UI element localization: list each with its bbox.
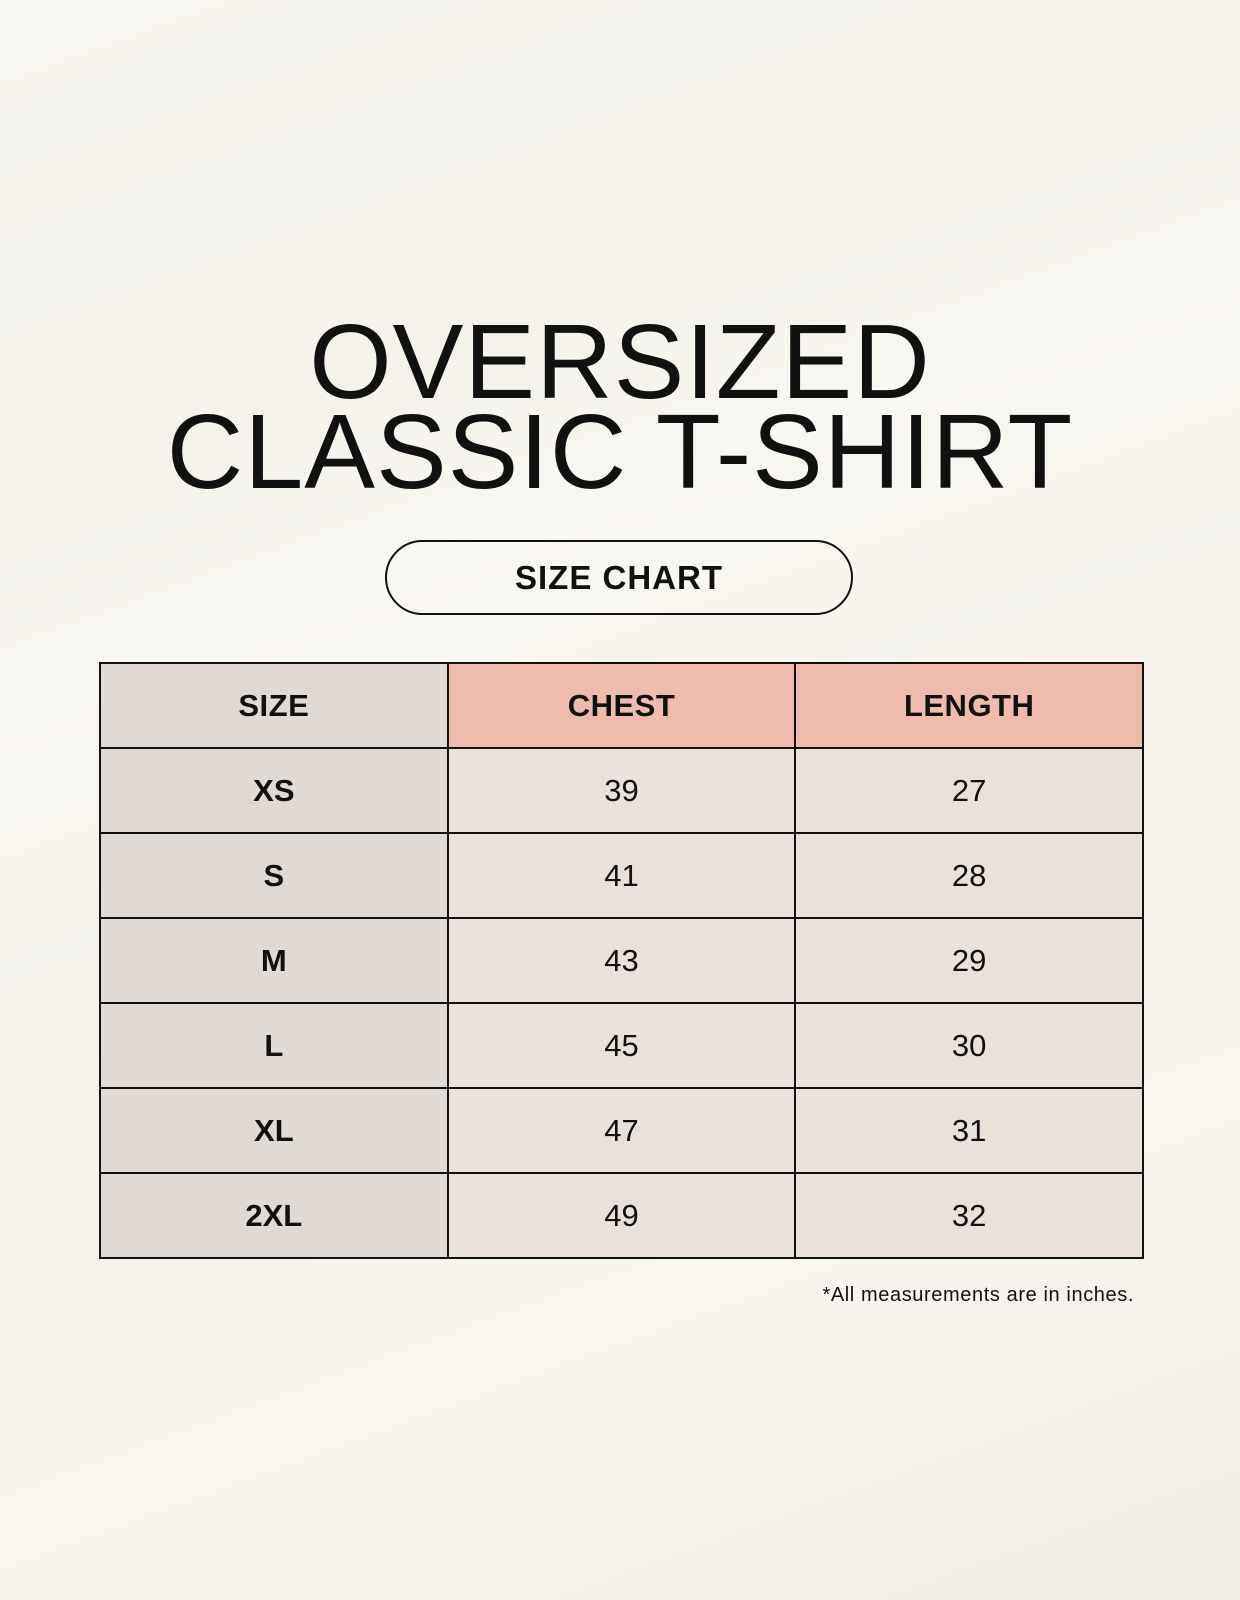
- size-chart-badge: SIZE CHART: [385, 540, 853, 615]
- cell-chest: 43: [446, 917, 797, 1004]
- title-line-1: OVERSIZED: [309, 303, 931, 421]
- table-row: XL 47 31: [99, 1087, 1144, 1174]
- cell-length: 29: [794, 917, 1144, 1004]
- table-row: XS 39 27: [99, 747, 1144, 834]
- size-table: SIZE CHEST LENGTH XS 39 27 S 41 28 M 43 29 L 45 30 X…: [99, 662, 1144, 1259]
- header-length: LENGTH: [794, 662, 1144, 749]
- header-size: SIZE: [99, 662, 449, 749]
- table-row: 2XL 49 32: [99, 1172, 1144, 1259]
- cell-size: S: [99, 832, 449, 919]
- cell-length: 30: [794, 1002, 1144, 1089]
- header-chest: CHEST: [446, 662, 797, 749]
- cell-length: 32: [794, 1172, 1144, 1259]
- cell-size: M: [99, 917, 449, 1004]
- footnote: *All measurements are in inches.: [822, 1284, 1134, 1306]
- cell-chest: 39: [446, 747, 797, 834]
- cell-chest: 49: [446, 1172, 797, 1259]
- cell-size: XS: [99, 747, 449, 834]
- cell-chest: 41: [446, 832, 797, 919]
- cell-length: 31: [794, 1087, 1144, 1174]
- title-line-2: CLASSIC T-SHIRT: [166, 393, 1074, 511]
- table-header-row: SIZE CHEST LENGTH: [99, 662, 1144, 749]
- cell-length: 28: [794, 832, 1144, 919]
- table-row: S 41 28: [99, 832, 1144, 919]
- cell-length: 27: [794, 747, 1144, 834]
- table-row: M 43 29: [99, 917, 1144, 1004]
- cell-size: XL: [99, 1087, 449, 1174]
- cell-size: L: [99, 1002, 449, 1089]
- cell-chest: 47: [446, 1087, 797, 1174]
- table-row: L 45 30: [99, 1002, 1144, 1089]
- cell-size: 2XL: [99, 1172, 449, 1259]
- cell-chest: 45: [446, 1002, 797, 1089]
